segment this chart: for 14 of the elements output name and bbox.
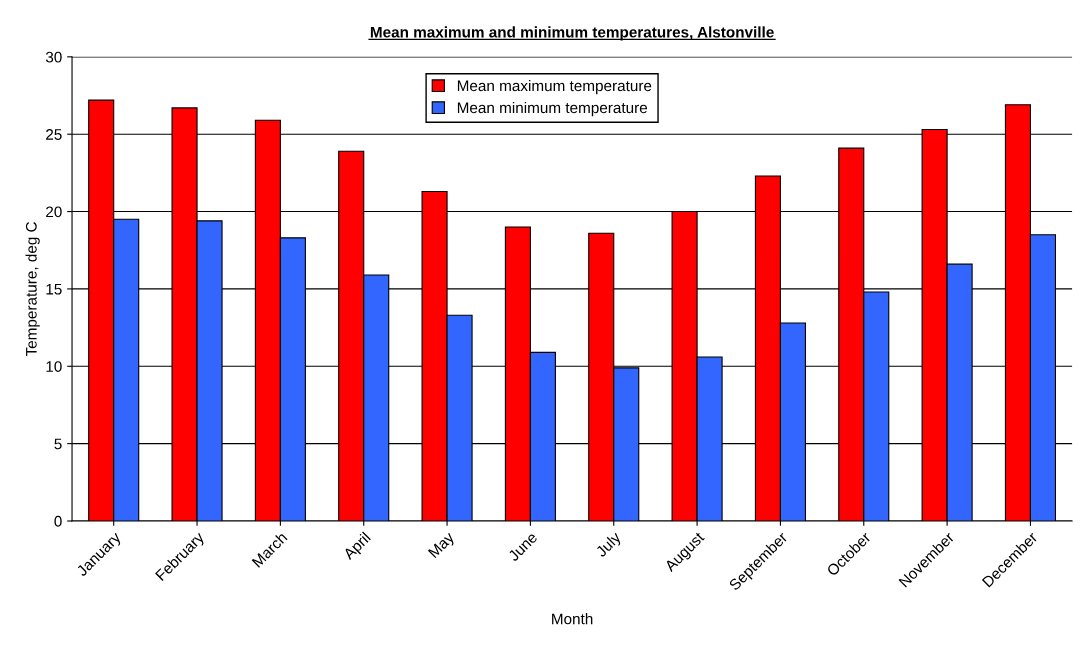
legend-label: Mean maximum temperature (457, 79, 652, 95)
y-tick-label: 10 (46, 361, 62, 372)
x-axis-title: Month (552, 613, 593, 625)
chart-title: Mean maximum and minimum temperatures, Alstonville (370, 26, 774, 41)
x-tick-label: July (594, 530, 624, 560)
y-tick-label: 25 (46, 129, 62, 140)
x-tick-label: May (427, 531, 458, 561)
y-axis-title: Temperature, deg C (25, 221, 40, 357)
legend-label: Mean minimum temperature (457, 101, 648, 117)
y-tick-label: 5 (54, 438, 62, 450)
y-tick-label: 15 (46, 283, 62, 295)
y-tick-label: 20 (46, 206, 62, 218)
y-tick-label: 0 (54, 515, 62, 527)
y-tick-label: 30 (45, 51, 62, 63)
